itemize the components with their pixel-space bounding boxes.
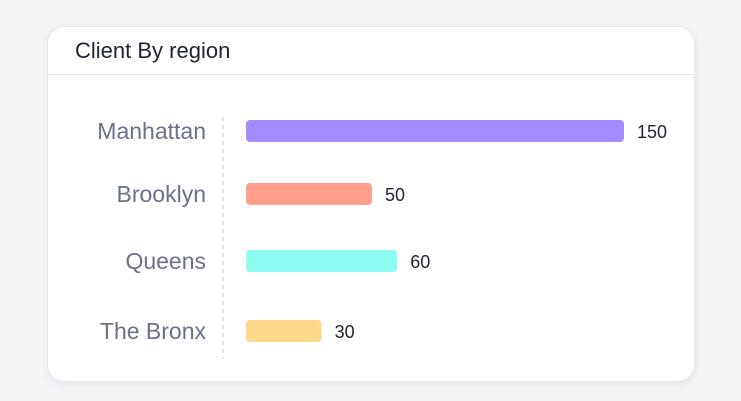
category-label: The Bronx [100, 318, 207, 344]
card-title: Client By region [75, 37, 231, 63]
category-label: Brooklyn [117, 181, 206, 207]
bar[interactable] [246, 250, 398, 272]
chart-card: Client By region Manhattan 150 Brooklyn 50 Q… [48, 27, 694, 381]
data-label: 50 [385, 185, 405, 205]
data-label: 150 [637, 122, 667, 142]
bar[interactable] [246, 183, 372, 205]
bar[interactable] [246, 120, 624, 142]
bar[interactable] [246, 320, 322, 342]
bar-chart: Manhattan 150 Brooklyn 50 Queens 60 The Bronx 3… [97, 117, 667, 359]
category-label: Manhattan [97, 118, 206, 144]
category-label: Queens [125, 248, 206, 274]
card-header: Client By region [48, 27, 694, 75]
data-label: 60 [410, 252, 430, 272]
data-label: 30 [335, 322, 355, 342]
